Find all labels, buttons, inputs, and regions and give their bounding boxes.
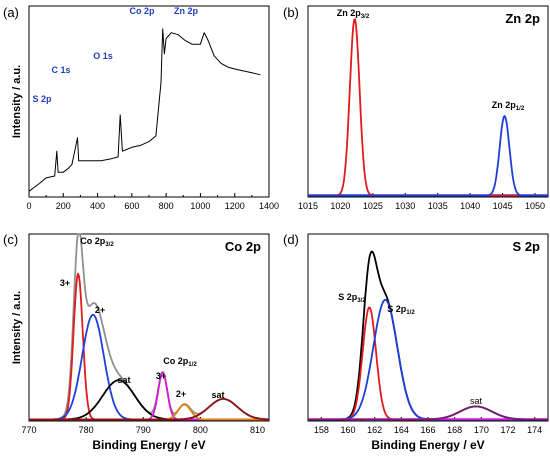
panel-c-ylabel: Intensity / a.u. — [11, 291, 23, 364]
panel-d-xtick-label: 166 — [420, 425, 435, 435]
panel-d-xtick-label: 160 — [340, 425, 355, 435]
panel-d-annotation: sat — [470, 396, 483, 406]
panel-b-xtick-label: 1050 — [525, 201, 545, 211]
panel-d-xtick-label: 158 — [314, 425, 329, 435]
panel-d-xlabel: Binding Energy / eV — [371, 438, 484, 452]
panel-d-xtick-label: 174 — [527, 425, 542, 435]
panel-c-xlabel: Binding Energy / eV — [92, 438, 205, 452]
panel-a-xtick-label: 1400 — [259, 201, 279, 211]
panel-d-xtick-label: 172 — [500, 425, 515, 435]
panel-b-xtick-label: 1030 — [395, 201, 415, 211]
panel-a-annotation: Co 2p — [129, 6, 155, 16]
panel-a-series-0 — [28, 28, 261, 192]
panel-d-annotation: S 2p3/2 — [338, 292, 366, 304]
panel-c-series-0 — [29, 233, 269, 421]
panel-c-xtick-label: 810 — [250, 425, 265, 435]
panel-d-annotation: S 2p1/2 — [387, 304, 415, 316]
panel-c-label: (c) — [3, 232, 18, 247]
panel-b-annotation: Zn 2p1/2 — [492, 100, 525, 112]
panel-c-annotation: 3+ — [156, 371, 166, 381]
panel-c-title: Co 2p — [225, 239, 261, 254]
panel-d-label: (d) — [283, 232, 299, 247]
panel-c-xtick-label: 790 — [136, 425, 151, 435]
panel-a-frame — [28, 5, 270, 198]
panel-c-frame — [28, 233, 270, 422]
panel-c-series-6 — [29, 398, 269, 421]
panel-a-xtick-label: 200 — [56, 201, 71, 211]
panel-b-xtick-label: 1015 — [298, 201, 318, 211]
panel-c-annotation: Co 2p1/2 — [163, 356, 197, 368]
panel-d-series-2 — [308, 298, 548, 421]
panel-a-ylabel: Intensity / a.u. — [11, 65, 23, 138]
panel-d-series-0 — [308, 250, 548, 421]
panel-b-xtick-label: 1025 — [363, 201, 383, 211]
panel-c-annotation: sat — [211, 390, 224, 400]
panel-a-xtick-label: 400 — [90, 201, 105, 211]
panel-d-xtick-label: 170 — [474, 425, 489, 435]
panel-b-annotation: Zn 2p3/2 — [337, 8, 370, 20]
panel-d-frame — [307, 233, 549, 422]
panel-b-xtick-label: 1020 — [330, 201, 350, 211]
panel-a-xtick-label: 600 — [124, 201, 139, 211]
panel-b-frame — [307, 5, 549, 198]
panel-a-xtick-label: 800 — [159, 201, 174, 211]
panel-c-annotation: 3+ — [60, 278, 70, 288]
panel-d-series-1 — [308, 306, 548, 421]
panel-c-series-1 — [29, 272, 269, 421]
panel-a-label: (a) — [3, 5, 19, 20]
panel-a-xtick-label: 1000 — [190, 201, 210, 211]
panel-d-series-4 — [308, 405, 548, 421]
panel-b-series-2 — [308, 115, 548, 197]
panel-c-annotation: Co 2p3/2 — [80, 236, 114, 248]
panel-d-title: S 2p — [513, 239, 541, 254]
panel-c-annotation: sat — [117, 375, 130, 385]
panel-b-xtick-label: 1035 — [428, 201, 448, 211]
panel-d-xtick-label: 164 — [394, 425, 409, 435]
panel-d-xtick-label: 168 — [447, 425, 462, 435]
panel-a-annotation: C 1s — [51, 65, 70, 75]
panel-c-xtick-label: 780 — [79, 425, 94, 435]
panel-c-annotation: 2+ — [176, 389, 186, 399]
panel-b-xtick-label: 1045 — [493, 201, 513, 211]
panel-c-annotation: 2+ — [95, 305, 105, 315]
panel-b-title: Zn 2p — [505, 11, 540, 26]
panel-b-xtick-label: 1040 — [460, 201, 480, 211]
panel-a-annotation: S 2p — [32, 94, 52, 104]
panel-c-xtick-label: 800 — [193, 425, 208, 435]
panel-a-xtick-label: 0 — [26, 201, 31, 211]
panel-c-xtick-label: 770 — [21, 425, 36, 435]
panel-a-annotation: Zn 2p — [174, 6, 199, 16]
panel-b-label: (b) — [283, 5, 299, 20]
panel-d-xtick-label: 162 — [367, 425, 382, 435]
panel-a-annotation: O 1s — [93, 51, 113, 61]
panel-a-xtick-label: 1200 — [225, 201, 245, 211]
